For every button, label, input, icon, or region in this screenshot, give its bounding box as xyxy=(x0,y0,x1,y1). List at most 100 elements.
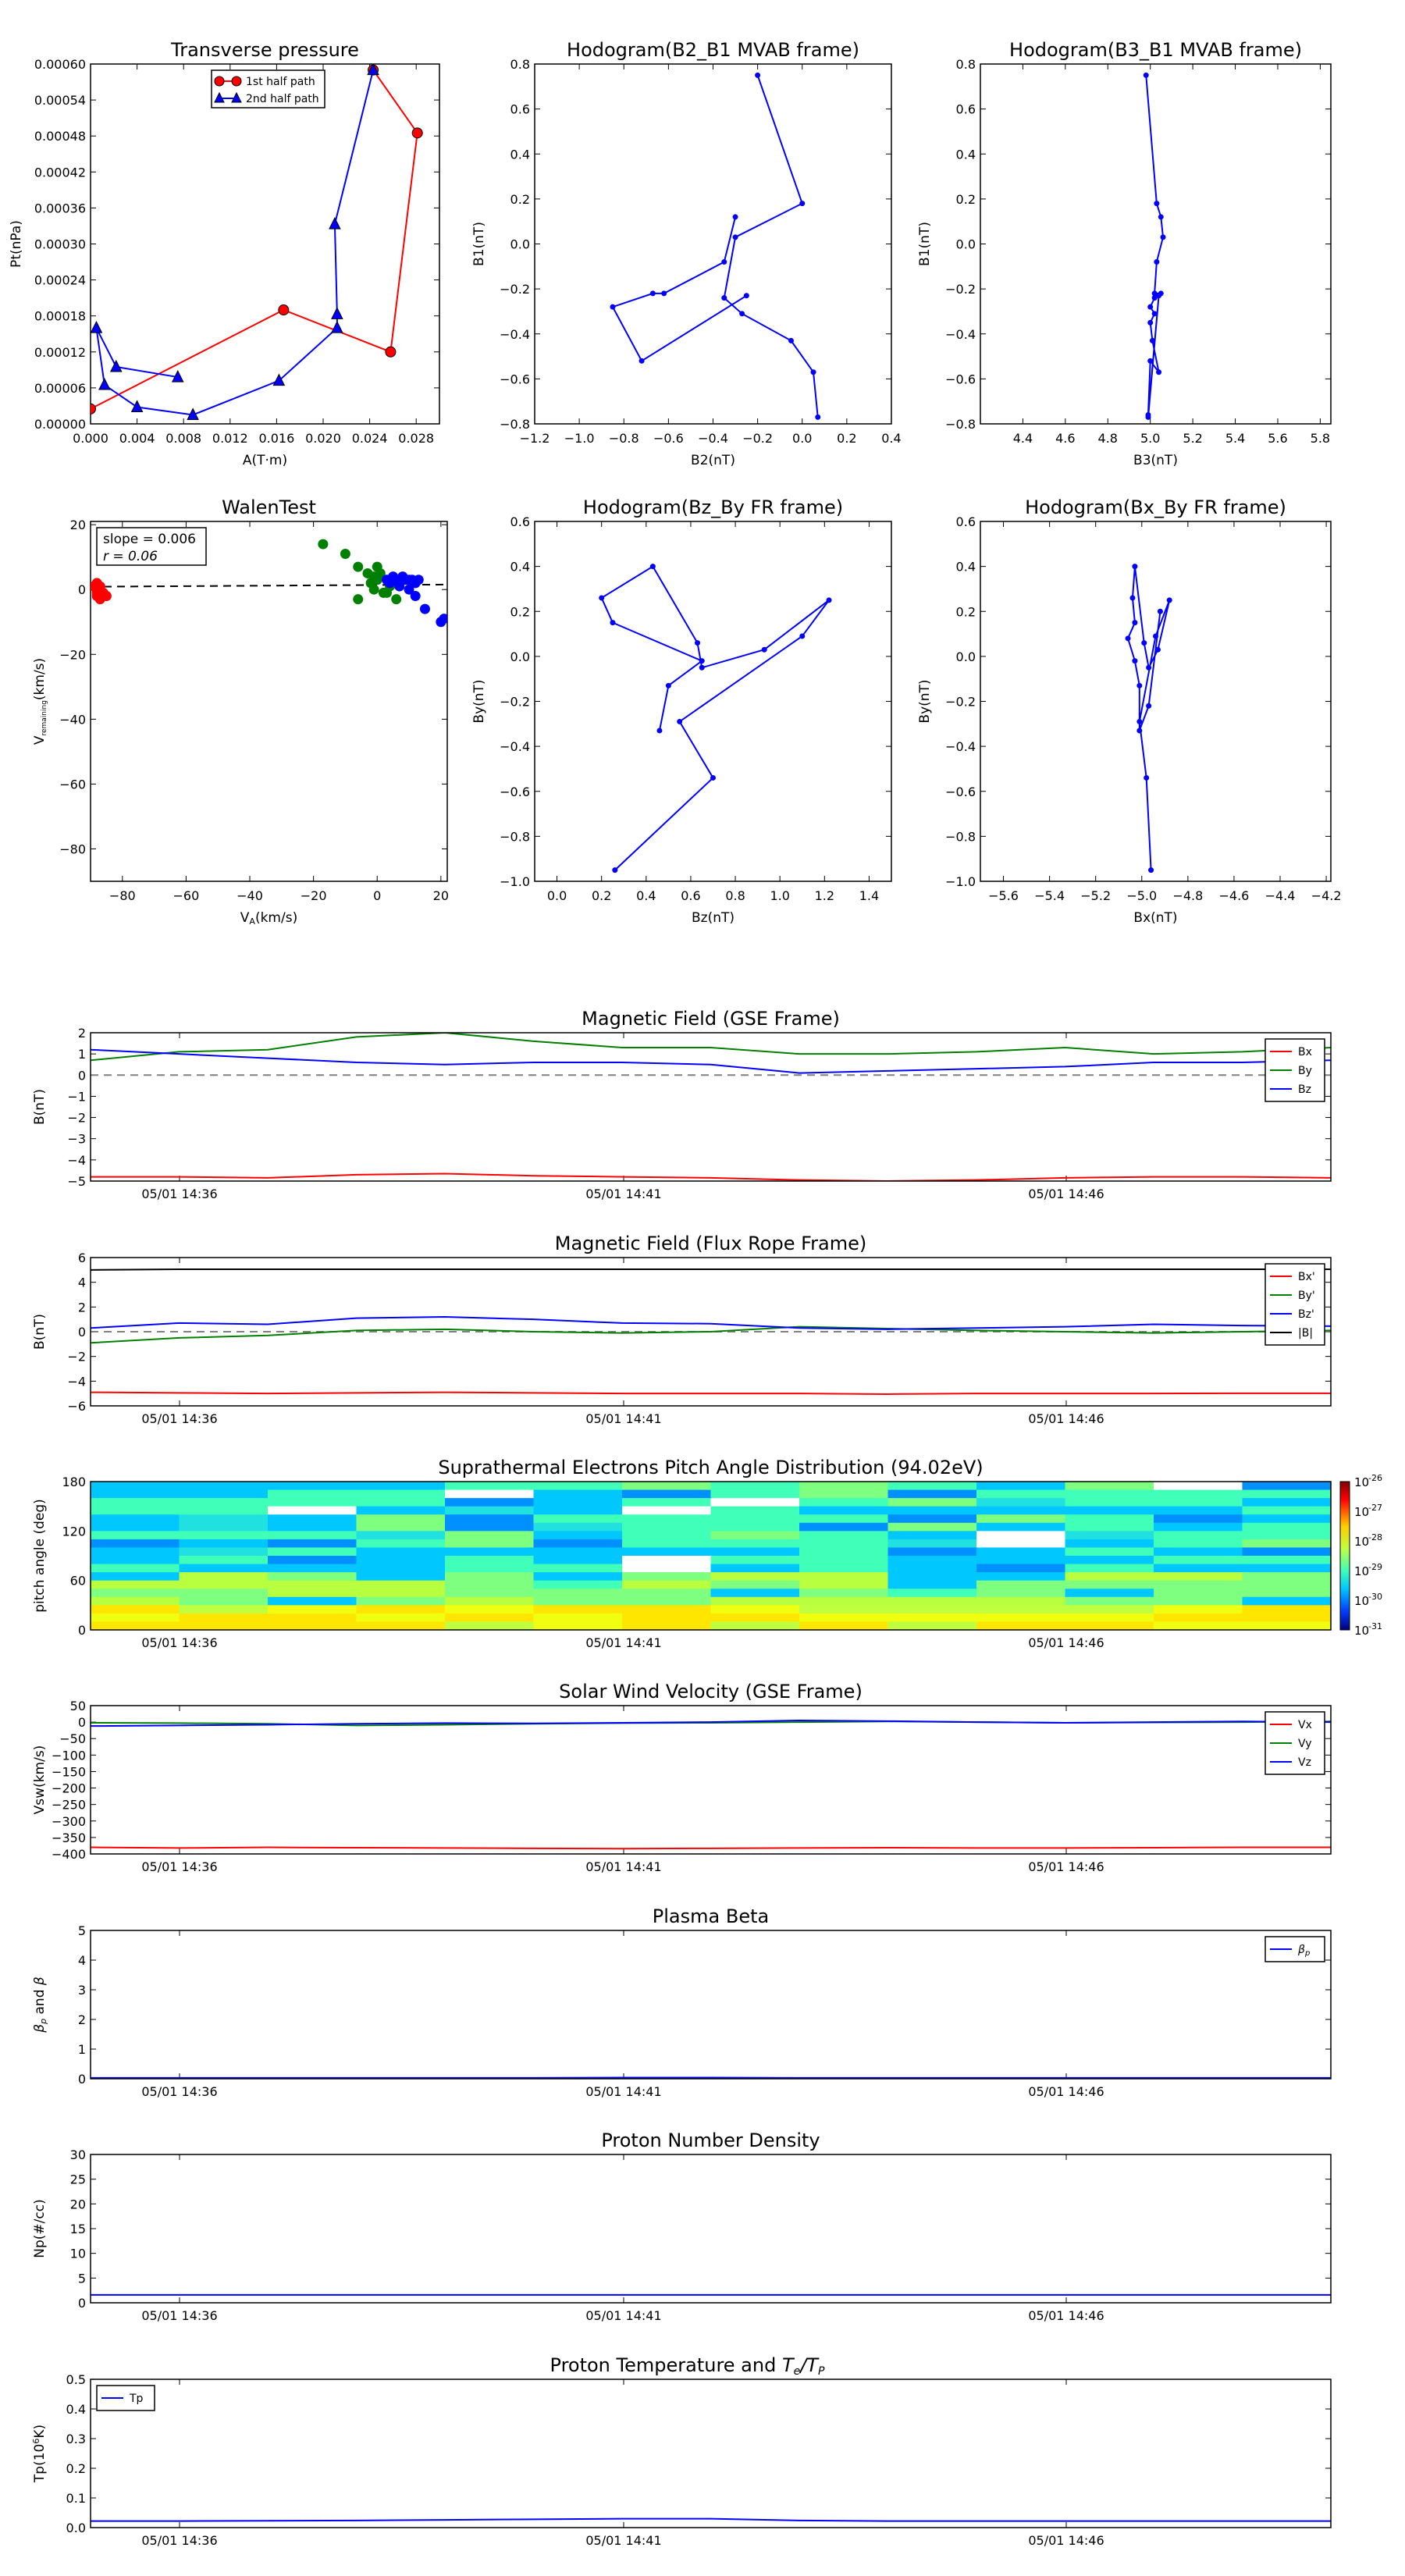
chart-title: Hodogram(B3_B1 MVAB frame) xyxy=(1009,39,1302,61)
heatmap-cell xyxy=(533,1556,623,1565)
chart-pad: Suprathermal Electrons Pitch Angle Distr… xyxy=(32,1457,1382,1650)
chart-title: Magnetic Field (Flux Rope Frame) xyxy=(555,1233,866,1254)
legend-label: Bz xyxy=(1298,1083,1311,1096)
x-tick-label: 20 xyxy=(433,888,449,903)
heatmap-cell xyxy=(356,1547,446,1557)
heatmap-cell xyxy=(91,1539,180,1548)
y-tick-label: 4 xyxy=(78,1953,86,1968)
heatmap-cell xyxy=(268,1589,357,1598)
y-tick-label: 0.4 xyxy=(956,560,976,575)
heatmap-cell xyxy=(622,1539,711,1548)
legend: Vx Vy Vz xyxy=(1264,1711,1325,1775)
y-tick-label: 0 xyxy=(78,1715,86,1730)
y-tick-label: 0.4 xyxy=(956,147,976,162)
series-line xyxy=(723,75,819,418)
legend-label: βp xyxy=(1297,1944,1310,1958)
data-point xyxy=(661,290,667,297)
heatmap-cell xyxy=(887,1572,977,1582)
heatmap-cell xyxy=(179,1514,269,1524)
plot-frame xyxy=(534,521,892,882)
heatmap-cell xyxy=(1242,1531,1331,1540)
x-tick-label: 0.0 xyxy=(547,888,567,903)
y-tick-label: 30 xyxy=(70,2147,86,2162)
heatmap-cell xyxy=(1065,1498,1154,1507)
heatmap-cell xyxy=(976,1506,1065,1515)
heatmap-cell xyxy=(91,1482,180,1491)
heatmap-cell xyxy=(1242,1489,1331,1499)
y-tick-label: 120 xyxy=(62,1524,86,1539)
data-point xyxy=(638,358,645,364)
heatmap-cell xyxy=(1065,1572,1154,1582)
heatmap-cell xyxy=(710,1482,800,1491)
heatmap-cell xyxy=(622,1482,711,1491)
heatmap-cell xyxy=(1065,1547,1154,1557)
time-tick-label: 05/01 14:46 xyxy=(1028,1411,1104,1426)
x-tick-label: 0.024 xyxy=(352,431,388,446)
y-tick-label: −0.2 xyxy=(500,282,530,297)
data-point xyxy=(367,64,379,76)
heatmap-cell xyxy=(1065,1489,1154,1499)
heatmap-cell xyxy=(1154,1580,1243,1589)
heatmap-cell xyxy=(622,1589,711,1598)
data-point xyxy=(799,633,806,639)
x-tick-label: 0.8 xyxy=(725,888,745,903)
heatmap-cell xyxy=(976,1572,1065,1582)
heatmap-cell xyxy=(710,1498,800,1507)
y-tick-label: −300 xyxy=(52,1814,86,1829)
x-tick-label: −4.4 xyxy=(1265,888,1296,903)
y-tick-label: 0 xyxy=(78,2296,86,2311)
legend: Bx By Bz xyxy=(1264,1038,1325,1102)
heatmap-cell xyxy=(533,1580,623,1589)
heatmap-cell xyxy=(799,1589,888,1598)
time-tick-label: 05/01 14:46 xyxy=(1028,1635,1104,1650)
heatmap-cell xyxy=(533,1539,623,1548)
heatmap-cell xyxy=(268,1621,357,1630)
y-tick-label: 0 xyxy=(78,1325,86,1340)
data-point xyxy=(755,72,761,78)
heatmap-cell xyxy=(356,1531,446,1540)
plot-area xyxy=(599,564,832,873)
heatmap-cell xyxy=(1065,1589,1154,1598)
heatmap-cell xyxy=(445,1531,534,1540)
heatmap-cell xyxy=(1242,1514,1331,1524)
x-tick-label: −0.8 xyxy=(609,431,639,446)
y-tick-label: 0.2 xyxy=(956,604,976,619)
x-tick-label: 5.0 xyxy=(1140,431,1160,446)
data-point xyxy=(1132,658,1138,664)
data-point xyxy=(404,584,414,595)
plot-frame xyxy=(90,2154,1332,2304)
heatmap-cell xyxy=(268,1596,357,1606)
y-tick-label: −2 xyxy=(67,1111,86,1126)
y-tick-label: −0.4 xyxy=(945,739,976,754)
heatmap-cell xyxy=(356,1514,446,1524)
y-tick-label: 15 xyxy=(70,2222,86,2236)
heatmap-cell xyxy=(1242,1556,1331,1565)
annotation-frame xyxy=(96,527,207,566)
plot-frame xyxy=(90,63,440,425)
heatmap-cell xyxy=(976,1498,1065,1507)
heatmap-cell xyxy=(887,1613,977,1622)
heatmap-cell xyxy=(799,1605,888,1614)
series-line xyxy=(91,1172,1331,1181)
heatmap-cell xyxy=(533,1531,623,1540)
legend-label: 2nd half path xyxy=(246,93,319,105)
series-line xyxy=(91,2517,1331,2522)
heatmap-cell xyxy=(445,1596,534,1606)
data-point xyxy=(1136,728,1143,734)
chart-h1: Hodogram(B2_B1 MVAB frame) −1.2 −1.0 −0.8 −0… xyxy=(471,39,902,468)
heatmap-cell xyxy=(799,1613,888,1622)
heatmap-cell xyxy=(356,1572,446,1582)
heatmap-cell xyxy=(1154,1506,1243,1515)
legend-label: Bx xyxy=(1298,1046,1312,1059)
heatmap-cell xyxy=(268,1489,357,1499)
heatmap-cell xyxy=(710,1531,800,1540)
heatmap-cell xyxy=(445,1539,534,1548)
y-axis-label: By(nT) xyxy=(471,679,487,723)
heatmap-cell xyxy=(533,1596,623,1606)
heatmap-cell xyxy=(1065,1605,1154,1614)
data-point xyxy=(699,658,705,664)
plot-frame xyxy=(980,521,1332,882)
heatmap-cell xyxy=(179,1605,269,1614)
colorbar-tick-label: 10 xyxy=(1354,1505,1369,1519)
